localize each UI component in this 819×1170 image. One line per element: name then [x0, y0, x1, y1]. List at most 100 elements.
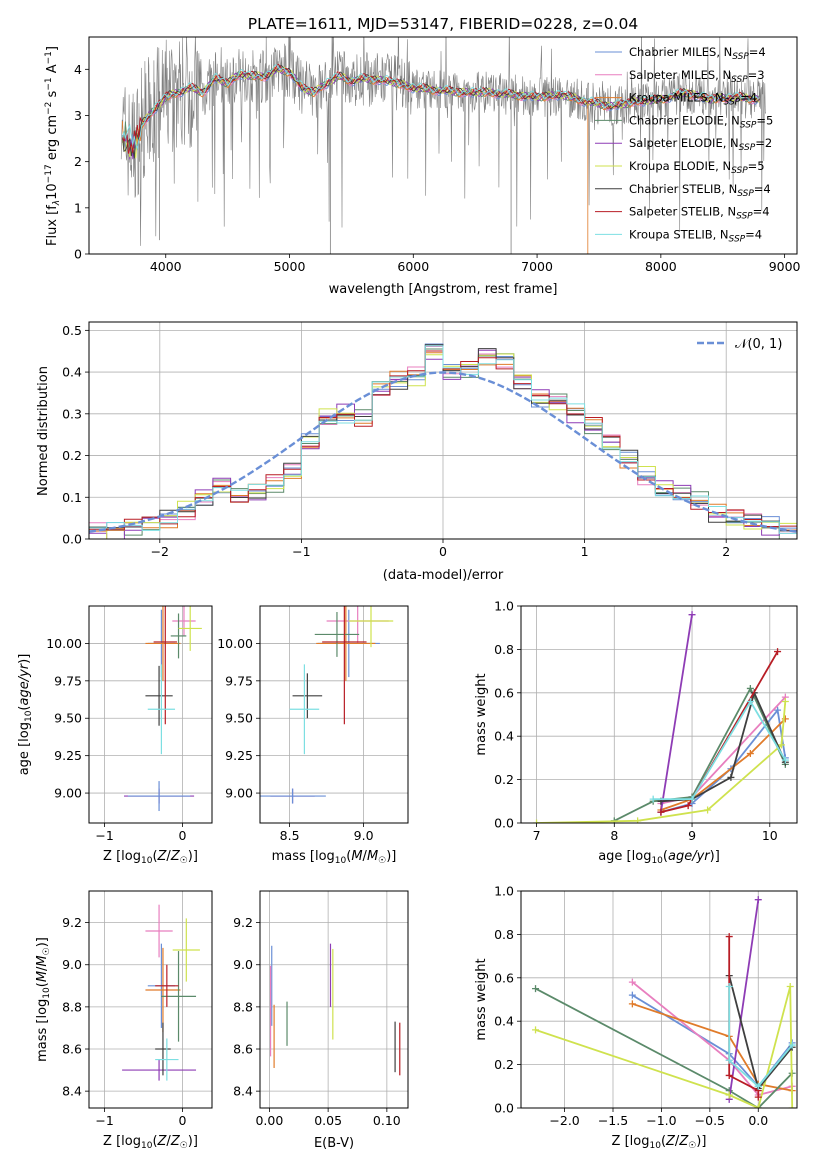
weight-marker: [781, 697, 789, 705]
y-tick-label: 10.00: [46, 636, 82, 651]
weight-marker: [628, 991, 636, 999]
figure-title: PLATE=1611, MJD=53147, FIBERID=0228, z=0…: [248, 15, 638, 33]
y-tick-label: 0.6: [494, 970, 514, 985]
x-tick-label: −1: [95, 828, 113, 843]
weight-line: [728, 899, 760, 1100]
x-tick-label: 8: [610, 828, 618, 843]
y-tick-label: 0.1: [62, 490, 82, 505]
y-tick-label: 0.4: [494, 1014, 514, 1029]
x-tick-label: 0.0: [748, 1113, 768, 1128]
x-tick-label: 5000: [274, 259, 306, 274]
y-tick-label: 1.0: [494, 884, 514, 899]
mass-vs-Z-panel: −1 0 8.4 8.6 8.8 9.0 9.2 Z [log10(Z/Z☉)] mass [l…: [35, 890, 213, 1151]
x-tick-label: 0.10: [373, 1113, 401, 1128]
weight-marker: [781, 756, 789, 764]
x-tick-label: −2.0: [549, 1113, 579, 1128]
age-vs-mass-panel: 8.5 9.0 9.00 9.25 9.50 9.75 10.00 mass [log10(M…: [217, 605, 409, 866]
weight-line: [660, 718, 786, 811]
age-vs-Z-panel: −1 0 9.00 9.25 9.50 9.75 10.00 Z [log10(Z/Z☉)] a…: [17, 605, 213, 866]
y-tick-label: 8.4: [233, 1084, 253, 1099]
legend-label: Salpeter ELODIE, NSSP=2: [629, 136, 772, 153]
weight-line: [653, 699, 787, 800]
weight-marker: [774, 706, 782, 714]
y-tick-label: 0.8: [494, 642, 514, 657]
model-spectrum-line: [121, 64, 760, 151]
weight-vs-Z-panel: −2.0 −1.5 −1.0 −0.5 0.0 0.0 0.2 0.4 0.6 0.8 1.0 Z […: [474, 884, 798, 1151]
y-tick-label: 8.4: [62, 1084, 82, 1099]
weight-line: [660, 614, 693, 813]
x-axis-label: (data-model)/error: [383, 568, 504, 583]
x-axis-label: wavelength [Angstrom, rest frame]: [329, 282, 558, 297]
axes-frame: [520, 605, 798, 824]
x-tick-label: −2: [151, 544, 169, 559]
y-tick-label: 0.3: [62, 406, 82, 421]
x-tick-label: 7: [533, 828, 541, 843]
weight-vs-age-panel: 7 8 9 10 0.0 0.2 0.4 0.6 0.8 1.0 age [log10(age/yr…: [474, 599, 798, 866]
x-axis-label: age [log10(age/yr)]: [598, 849, 720, 866]
plot-area: [122, 904, 200, 1081]
axes-frame: [88, 605, 213, 824]
weight-marker: [746, 684, 754, 692]
y-tick-label: 9.0: [233, 957, 253, 972]
x-tick-label: 1: [581, 544, 589, 559]
y-tick-label: 0.5: [62, 323, 82, 338]
x-tick-label: 10: [762, 828, 778, 843]
weight-marker: [532, 1026, 540, 1034]
x-tick-label: 4000: [150, 259, 182, 274]
weight-line: [728, 986, 793, 1088]
x-tick-label: −1.0: [646, 1113, 676, 1128]
weight-marker: [688, 795, 696, 803]
spectrum-legend: Chabrier MILES, NSSP=4 Salpeter MILES, NS…: [595, 45, 773, 244]
x-tick-label: 0.00: [255, 1113, 283, 1128]
x-axis-label: mass [log10(M/M☉)]: [272, 849, 397, 866]
normal-curve: [89, 371, 797, 533]
y-tick-label: 0.4: [62, 365, 82, 380]
x-tick-label: 2: [722, 544, 730, 559]
x-axis-label: Z [log10(Z/Z☉)]: [103, 1134, 198, 1151]
y-tick-label: 0.0: [494, 1101, 514, 1116]
y-tick-label: 0.0: [494, 816, 514, 831]
axes-frame: [88, 890, 213, 1109]
x-tick-label: 9: [688, 828, 696, 843]
weight-marker: [657, 808, 665, 816]
y-tick-label: 8.8: [62, 999, 82, 1014]
y-tick-label: 0.2: [62, 448, 82, 463]
mass-vs-EBV-panel: 0.00 0.05 0.10 8.4 8.6 8.8 9.0 9.2 E(B-V): [233, 890, 409, 1151]
weight-marker: [786, 982, 794, 990]
axes-frame: [520, 890, 798, 1109]
y-tick-label: 9.50: [225, 711, 253, 726]
y-tick-label: 9.50: [54, 711, 82, 726]
y-tick-label: 8.6: [233, 1042, 253, 1057]
weight-marker: [788, 1041, 796, 1049]
weight-line: [613, 686, 787, 822]
y-axis-label: age [log10(age/yr)]: [17, 654, 34, 776]
weight-marker: [725, 933, 733, 941]
weight-marker: [777, 741, 785, 749]
weight-line: [631, 981, 793, 1097]
weight-marker: [746, 750, 754, 758]
weight-marker: [725, 1091, 733, 1099]
weight-line: [632, 1002, 793, 1092]
legend-label: 𝒩(0, 1): [735, 337, 782, 352]
legend-label: Chabrier STELIB, NSSP=4: [629, 182, 771, 199]
y-tick-label: 1: [74, 200, 82, 215]
weight-marker: [754, 1104, 762, 1108]
axes-frame: [88, 36, 798, 255]
y-tick-label: 9.2: [233, 915, 253, 930]
weight-marker: [754, 1082, 762, 1090]
y-tick-label: 9.00: [225, 786, 253, 801]
y-tick-label: 9.75: [54, 673, 82, 688]
x-tick-label: 0: [178, 828, 186, 843]
spectrum-panel: 4000 5000 6000 7000 8000 9000 0 1 2 3 4 Chabrier MI…: [44, 36, 801, 297]
x-tick-label: 0.05: [314, 1113, 342, 1128]
y-tick-label: 8.6: [62, 1042, 82, 1057]
y-tick-label: 0: [74, 247, 82, 262]
x-tick-label: −1.5: [598, 1113, 628, 1128]
weight-marker: [634, 817, 642, 823]
y-tick-label: 0.0: [62, 532, 82, 547]
x-tick-label: 0: [178, 1113, 186, 1128]
plot-area: [269, 943, 401, 1076]
y-tick-label: 0.6: [494, 685, 514, 700]
x-tick-label: 8000: [645, 259, 677, 274]
